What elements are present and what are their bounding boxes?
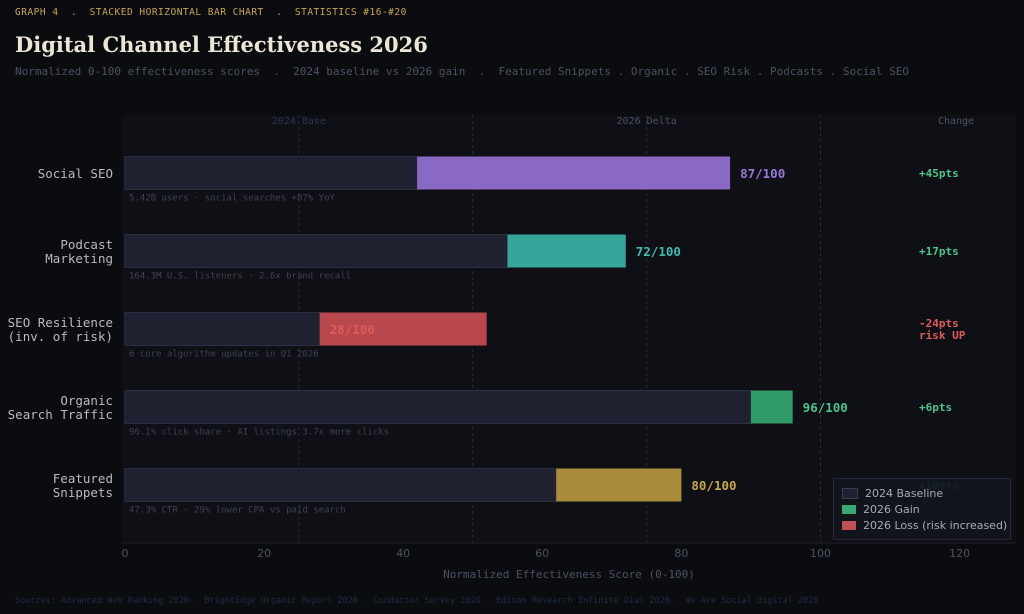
- category-label-4-1: Snippets: [53, 485, 113, 500]
- sources-footer: Sources: Advanced Web Ranking 2026 . Bri…: [15, 596, 819, 606]
- bar-note-3: 96.1% click share · AI listings 3.7x mor…: [129, 428, 389, 438]
- legend-label-baseline: 2024 Baseline: [865, 486, 944, 500]
- bar-baseline-4: [124, 468, 557, 502]
- chart-kicker: GRAPH 4 . STACKED HORIZONTAL BAR CHART .…: [15, 7, 407, 18]
- legend-item-gain: 2026 Gain: [842, 502, 920, 516]
- legend-item-baseline: 2024 Baseline: [842, 486, 943, 500]
- chart-subtitle: Normalized 0-100 effectiveness scores . …: [15, 65, 910, 78]
- category-label-0-0: Social SEO: [38, 166, 113, 181]
- bar-delta-2: [319, 312, 487, 346]
- bar-note-2: 6 core algorithm updates in Q1 2026: [129, 350, 319, 360]
- bar-delta-4: [556, 468, 682, 502]
- legend-swatch-loss: [842, 520, 856, 530]
- category-label-3-0: Organic: [60, 393, 113, 408]
- bar-baseline-0: [124, 156, 418, 190]
- score-label-3: 96/100: [803, 400, 848, 415]
- bar-note-4: 47.3% CTR · 29% lower CPA vs paid search: [129, 506, 346, 516]
- bar-delta-3: [750, 390, 793, 424]
- bar-delta-1: [507, 234, 626, 268]
- bar-baseline-2: [124, 312, 321, 346]
- x-tick-label-40: 40: [396, 547, 410, 560]
- legend-label-loss: 2026 Loss (risk increased): [863, 518, 1008, 532]
- bar-note-0: 5.42B users · social searches +87% YoY: [129, 194, 335, 204]
- score-label-1: 72/100: [636, 244, 681, 259]
- change-label-2-1: risk UP: [919, 329, 966, 342]
- x-tick-label-0: 0: [122, 547, 129, 560]
- column-label-delta: 2026 Delta: [617, 116, 677, 127]
- column-label-base: 2024 Base: [272, 116, 326, 127]
- category-label-1-1: Marketing: [45, 251, 113, 266]
- change-label-2-0: -24pts: [919, 317, 959, 330]
- column-label-change: Change: [938, 116, 974, 127]
- change-label-0-0: +45pts: [919, 167, 959, 180]
- change-label-3-0: +6pts: [919, 401, 952, 414]
- bar-note-1: 164.3M U.S. listeners · 2.6x brand recal…: [129, 272, 351, 282]
- score-label-2: 28/100: [330, 322, 375, 337]
- x-axis-label: Normalized Effectiveness Score (0-100): [443, 568, 695, 581]
- x-tick-label-20: 20: [257, 547, 271, 560]
- bar-baseline-1: [124, 234, 509, 268]
- chart-title: Digital Channel Effectiveness 2026: [15, 32, 428, 57]
- x-tick-label-120: 120: [949, 547, 970, 560]
- category-label-3-1: Search Traffic: [8, 407, 113, 422]
- x-tick-label-60: 60: [535, 547, 549, 560]
- score-label-4: 80/100: [691, 478, 736, 493]
- legend-swatch-gain: [842, 504, 856, 514]
- category-label-2-1: (inv. of risk): [8, 329, 113, 344]
- category-label-4-0: Featured: [53, 471, 113, 486]
- x-tick-label-80: 80: [674, 547, 688, 560]
- category-label-1-0: Podcast: [60, 237, 113, 252]
- score-label-0: 87/100: [740, 166, 785, 181]
- x-tick-label-100: 100: [810, 547, 831, 560]
- change-label-1-0: +17pts: [919, 245, 959, 258]
- legend-swatch-baseline: [842, 487, 858, 499]
- category-label-2-0: SEO Resilience: [8, 315, 113, 330]
- chart-legend: 2024 Baseline 2026 Gain 2026 Loss (risk …: [833, 478, 1011, 540]
- bar-baseline-3: [124, 390, 752, 424]
- bar-delta-0: [417, 156, 731, 190]
- legend-label-gain: 2026 Gain: [863, 502, 920, 516]
- legend-item-loss: 2026 Loss (risk increased): [842, 518, 1007, 532]
